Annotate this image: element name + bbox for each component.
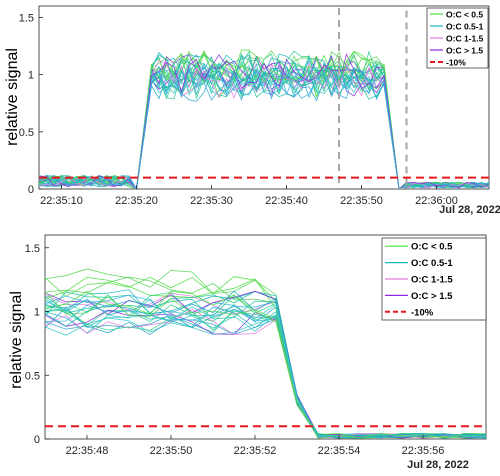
bottom-date-label: Jul 28, 2022 (407, 459, 469, 471)
top-panel: 0 0.5 1 1.5 22:35:10 22:35:20 22:35:30 22:35:4… (4, 5, 500, 216)
legend-label: O:C 0.5-1 (446, 22, 484, 32)
y-tick-label: 1 (34, 307, 40, 319)
legend-label: O:C 1-1.5 (411, 275, 453, 286)
y-tick-label: 0.5 (19, 127, 34, 139)
series-line (38, 66, 490, 191)
legend-label: O:C < 0.5 (411, 242, 453, 253)
series-line (44, 290, 487, 439)
series-line (44, 298, 487, 438)
series-line (44, 304, 487, 439)
top-y-ticks: 0 0.5 1 1.5 (19, 12, 43, 196)
y-tick-label: 0 (34, 434, 40, 446)
bottom-legend: O:C < 0.5 O:C 0.5-1 O:C 1-1.5 O:C > 1.5 -10% (381, 237, 487, 321)
bottom-panel: 0 0.5 1 1.5 22:35:48 22:35:50 22:35:52 22:35:5… (8, 234, 487, 471)
x-tick-label: 22:35:52 (234, 445, 277, 457)
x-tick-label: 22:35:20 (115, 195, 158, 207)
bottom-x-ticks: 22:35:48 22:35:50 22:35:52 22:35:54 22:35:56 (66, 435, 445, 457)
legend-label: O:C < 0.5 (446, 10, 483, 20)
legend-label: O:C > 1.5 (446, 46, 483, 56)
y-tick-label: 1.5 (25, 243, 40, 255)
x-tick-label: 22:35:30 (190, 195, 233, 207)
legend-label: -10% (411, 307, 434, 318)
x-tick-label: 22:35:48 (66, 445, 109, 457)
top-highlight-box (338, 5, 408, 190)
series-line (44, 290, 487, 439)
series-line (38, 59, 490, 190)
legend-label: O:C 0.5-1 (411, 258, 453, 269)
top-date-label: Jul 28, 2022 (439, 204, 500, 216)
top-x-ticks: 22:35:10 22:35:20 22:35:30 22:35:40 22:35:50… (40, 185, 458, 207)
zoom-box (338, 5, 408, 190)
bottom-series-lines (44, 268, 487, 439)
y-tick-label: 0.5 (25, 370, 40, 382)
x-tick-label: 22:35:54 (318, 445, 361, 457)
series-line (38, 58, 490, 191)
legend-label: -10% (446, 58, 466, 68)
x-tick-label: 22:35:40 (265, 195, 308, 207)
y-tick-label: 1 (28, 70, 34, 82)
legend-label: O:C 1-1.5 (446, 34, 484, 44)
top-series-lines (38, 49, 490, 191)
bottom-y-axis-label: relative signal (8, 291, 25, 389)
top-y-axis-label: relative signal (4, 48, 21, 146)
x-tick-label: 22:35:50 (340, 195, 383, 207)
bottom-y-ticks: 0 0.5 1 1.5 (25, 243, 49, 446)
series-line (44, 291, 487, 439)
y-tick-label: 1.5 (19, 12, 34, 24)
top-plot-area (38, 5, 490, 190)
legend-box (381, 237, 487, 321)
y-tick-label: 0 (28, 184, 34, 196)
x-tick-label: 22:35:56 (402, 445, 445, 457)
legend-label: O:C > 1.5 (411, 291, 453, 302)
top-legend: O:C < 0.5 O:C 0.5-1 O:C 1-1.5 O:C > 1.5 -10% (426, 7, 489, 69)
x-tick-label: 22:35:10 (40, 195, 83, 207)
x-tick-label: 22:36:00 (415, 195, 458, 207)
x-tick-label: 22:35:50 (150, 445, 193, 457)
